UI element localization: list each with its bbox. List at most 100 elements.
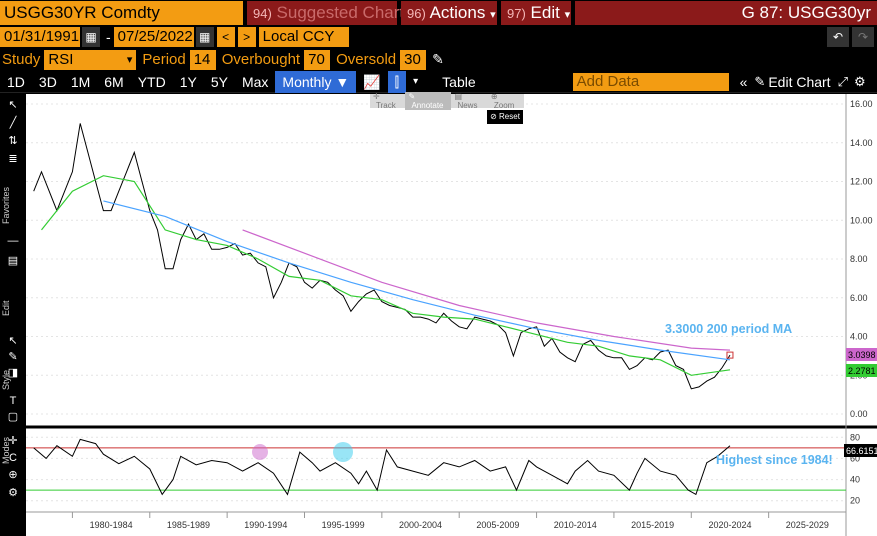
line-chart-icon[interactable]: 📈 (363, 73, 381, 90)
suggested-label: Suggested Charts (276, 3, 413, 22)
undo-icon[interactable]: ↶ (827, 27, 849, 47)
collapse-icon[interactable]: « (739, 73, 748, 90)
shape-tool-icon[interactable]: ▢ (7, 411, 19, 423)
zoom-button[interactable]: ⊕ Zoom (488, 92, 524, 110)
edit-chart-button[interactable]: Edit Chart (768, 73, 831, 90)
news-button[interactable]: ▤ News (451, 92, 487, 110)
pen-icon[interactable]: ✎ (8, 351, 18, 363)
zoom-label: Zoom (493, 101, 515, 110)
mode-c-icon[interactable]: C (9, 452, 17, 464)
overbought-field[interactable]: 70 (304, 49, 331, 70)
chart-background (26, 94, 877, 536)
x-tick-label: 2000-2004 (399, 520, 442, 530)
channel-icon[interactable]: ▤ (7, 255, 19, 267)
pencil-icon[interactable]: ✎ (754, 73, 766, 89)
chevron-down-icon: ▾ (490, 9, 496, 21)
add-data-input[interactable]: Add Data (572, 72, 729, 91)
currency-field[interactable]: Local CCY (258, 27, 349, 47)
style-color-icon[interactable]: ◨ (7, 367, 19, 379)
last-price-marker (726, 351, 734, 359)
prev-period-button[interactable]: < (216, 27, 235, 47)
x-tick-label: 1985-1989 (167, 520, 210, 530)
actions-button[interactable]: 96) Actions ▾ (401, 1, 497, 25)
chevron-down-icon[interactable]: ▾ (413, 75, 419, 87)
fib-icon[interactable]: ≣ (8, 153, 18, 165)
edit-tool-icon[interactable]: ↖ (8, 335, 18, 347)
study-bar: Study RSI ▾ Period 14 Overbought 70 Over… (0, 49, 877, 70)
tab-1d[interactable]: 1D (7, 73, 25, 90)
period-field[interactable]: 14 (189, 49, 216, 70)
y-tick-label: 6.00 (850, 293, 868, 303)
gear-icon[interactable]: ⚙ (8, 487, 18, 499)
rsi-highlight-cyan (333, 442, 353, 462)
table-button[interactable]: Table (442, 73, 476, 90)
ma-blue-line (103, 200, 731, 361)
ticker-field[interactable]: USGG30YR Comdty (0, 1, 243, 25)
rsi-tick-label: 60 (850, 453, 860, 463)
annotate-label: Annotate (411, 101, 444, 110)
end-date-field[interactable]: 07/25/2022 (113, 27, 194, 47)
gear-icon[interactable]: ⚙ (853, 73, 866, 89)
suggested-charts-button[interactable]: 94) Suggested Charts (247, 1, 413, 25)
y-tick-label: 8.00 (850, 254, 868, 264)
lock-icon[interactable]: ⊕ (8, 469, 18, 481)
x-tick-label: 1980-1984 (90, 520, 133, 530)
last-ma-tag-bg (846, 364, 877, 377)
last-ma-tag: 2.2781 (846, 364, 877, 377)
price-line (33, 123, 731, 390)
chevron-down-icon: ▾ (126, 53, 133, 66)
tab-1y[interactable]: 1Y (179, 73, 197, 90)
tab-6m[interactable]: 6M (104, 73, 124, 90)
last-rsi-tag-text: 66.6151 (846, 446, 877, 456)
rail-edit-label: Edit (1, 300, 11, 316)
redo-icon[interactable]: ↷ (852, 27, 874, 47)
hline-icon[interactable]: — (7, 235, 19, 247)
ma-annotation: 3.3000 200 period MA (665, 322, 792, 336)
annotate-button[interactable]: ✎ Annotate (405, 92, 452, 110)
frequency-select[interactable]: Monthly ▼ (275, 70, 357, 93)
rsi-tick-label: 80 (850, 432, 860, 442)
edit-button[interactable]: 97) Edit ▾ (501, 1, 571, 25)
reset-button[interactable]: ⊘ Reset (487, 110, 523, 124)
track-button[interactable]: ✛ Track (370, 92, 405, 110)
tab-max[interactable]: Max (241, 73, 269, 90)
tab-5y[interactable]: 5Y (210, 73, 228, 90)
bar-chart-icon[interactable]: ⫿ (387, 70, 407, 93)
last-rsi-tag-bg (844, 444, 877, 457)
pencil-icon[interactable]: ✎ (432, 51, 444, 67)
last-price-tag: 3.0398 (846, 348, 877, 361)
oversold-field[interactable]: 30 (400, 49, 427, 70)
tab-ytd[interactable]: YTD (137, 73, 166, 90)
x-tick-label: 2015-2019 (631, 520, 674, 530)
draw-line-icon[interactable]: ╱ (9, 117, 17, 129)
start-date-field[interactable]: 01/31/1991 (0, 27, 80, 47)
rsi-annotation: Highest since 1984! (716, 453, 833, 467)
trend-icon[interactable]: ⇅ (8, 135, 18, 147)
tab-1m[interactable]: 1M (70, 73, 91, 90)
calendar-icon[interactable]: ▦ (195, 27, 214, 47)
last-rsi-tag: 66.6151 (844, 444, 877, 457)
edit-label: Edit (530, 3, 560, 22)
edit-num: 97) (507, 6, 526, 21)
calendar-icon[interactable]: ▦ (82, 27, 100, 47)
study-select[interactable]: RSI ▾ (44, 49, 137, 70)
rsi-tick-label: 20 (850, 496, 860, 506)
expand-icon[interactable]: ⤢ (837, 73, 848, 89)
pointer-icon[interactable]: ↖ (8, 99, 18, 111)
x-tick-label: 2025-2029 (786, 520, 829, 530)
chart-svg: 16.0014.0012.0010.008.006.004.002.000.00… (26, 94, 877, 536)
tab-3d[interactable]: 3D (38, 73, 57, 90)
rsi-grid (26, 436, 846, 502)
oversold-label: Oversold (336, 51, 397, 68)
date-dash: - (106, 29, 111, 45)
price-series-group (33, 123, 734, 390)
header-bar: USGG30YR Comdty 94) Suggested Charts 96)… (0, 0, 877, 26)
y-tick-label: 14.00 (850, 138, 873, 148)
text-tool-icon[interactable]: T (9, 395, 17, 407)
crosshair-icon[interactable]: ✛ (8, 435, 18, 447)
suggested-num: 94) (253, 6, 272, 21)
x-tick-label: 1995-1999 (322, 520, 365, 530)
next-period-button[interactable]: > (237, 27, 256, 47)
price-grid (26, 94, 877, 536)
rsi-line (33, 438, 731, 496)
